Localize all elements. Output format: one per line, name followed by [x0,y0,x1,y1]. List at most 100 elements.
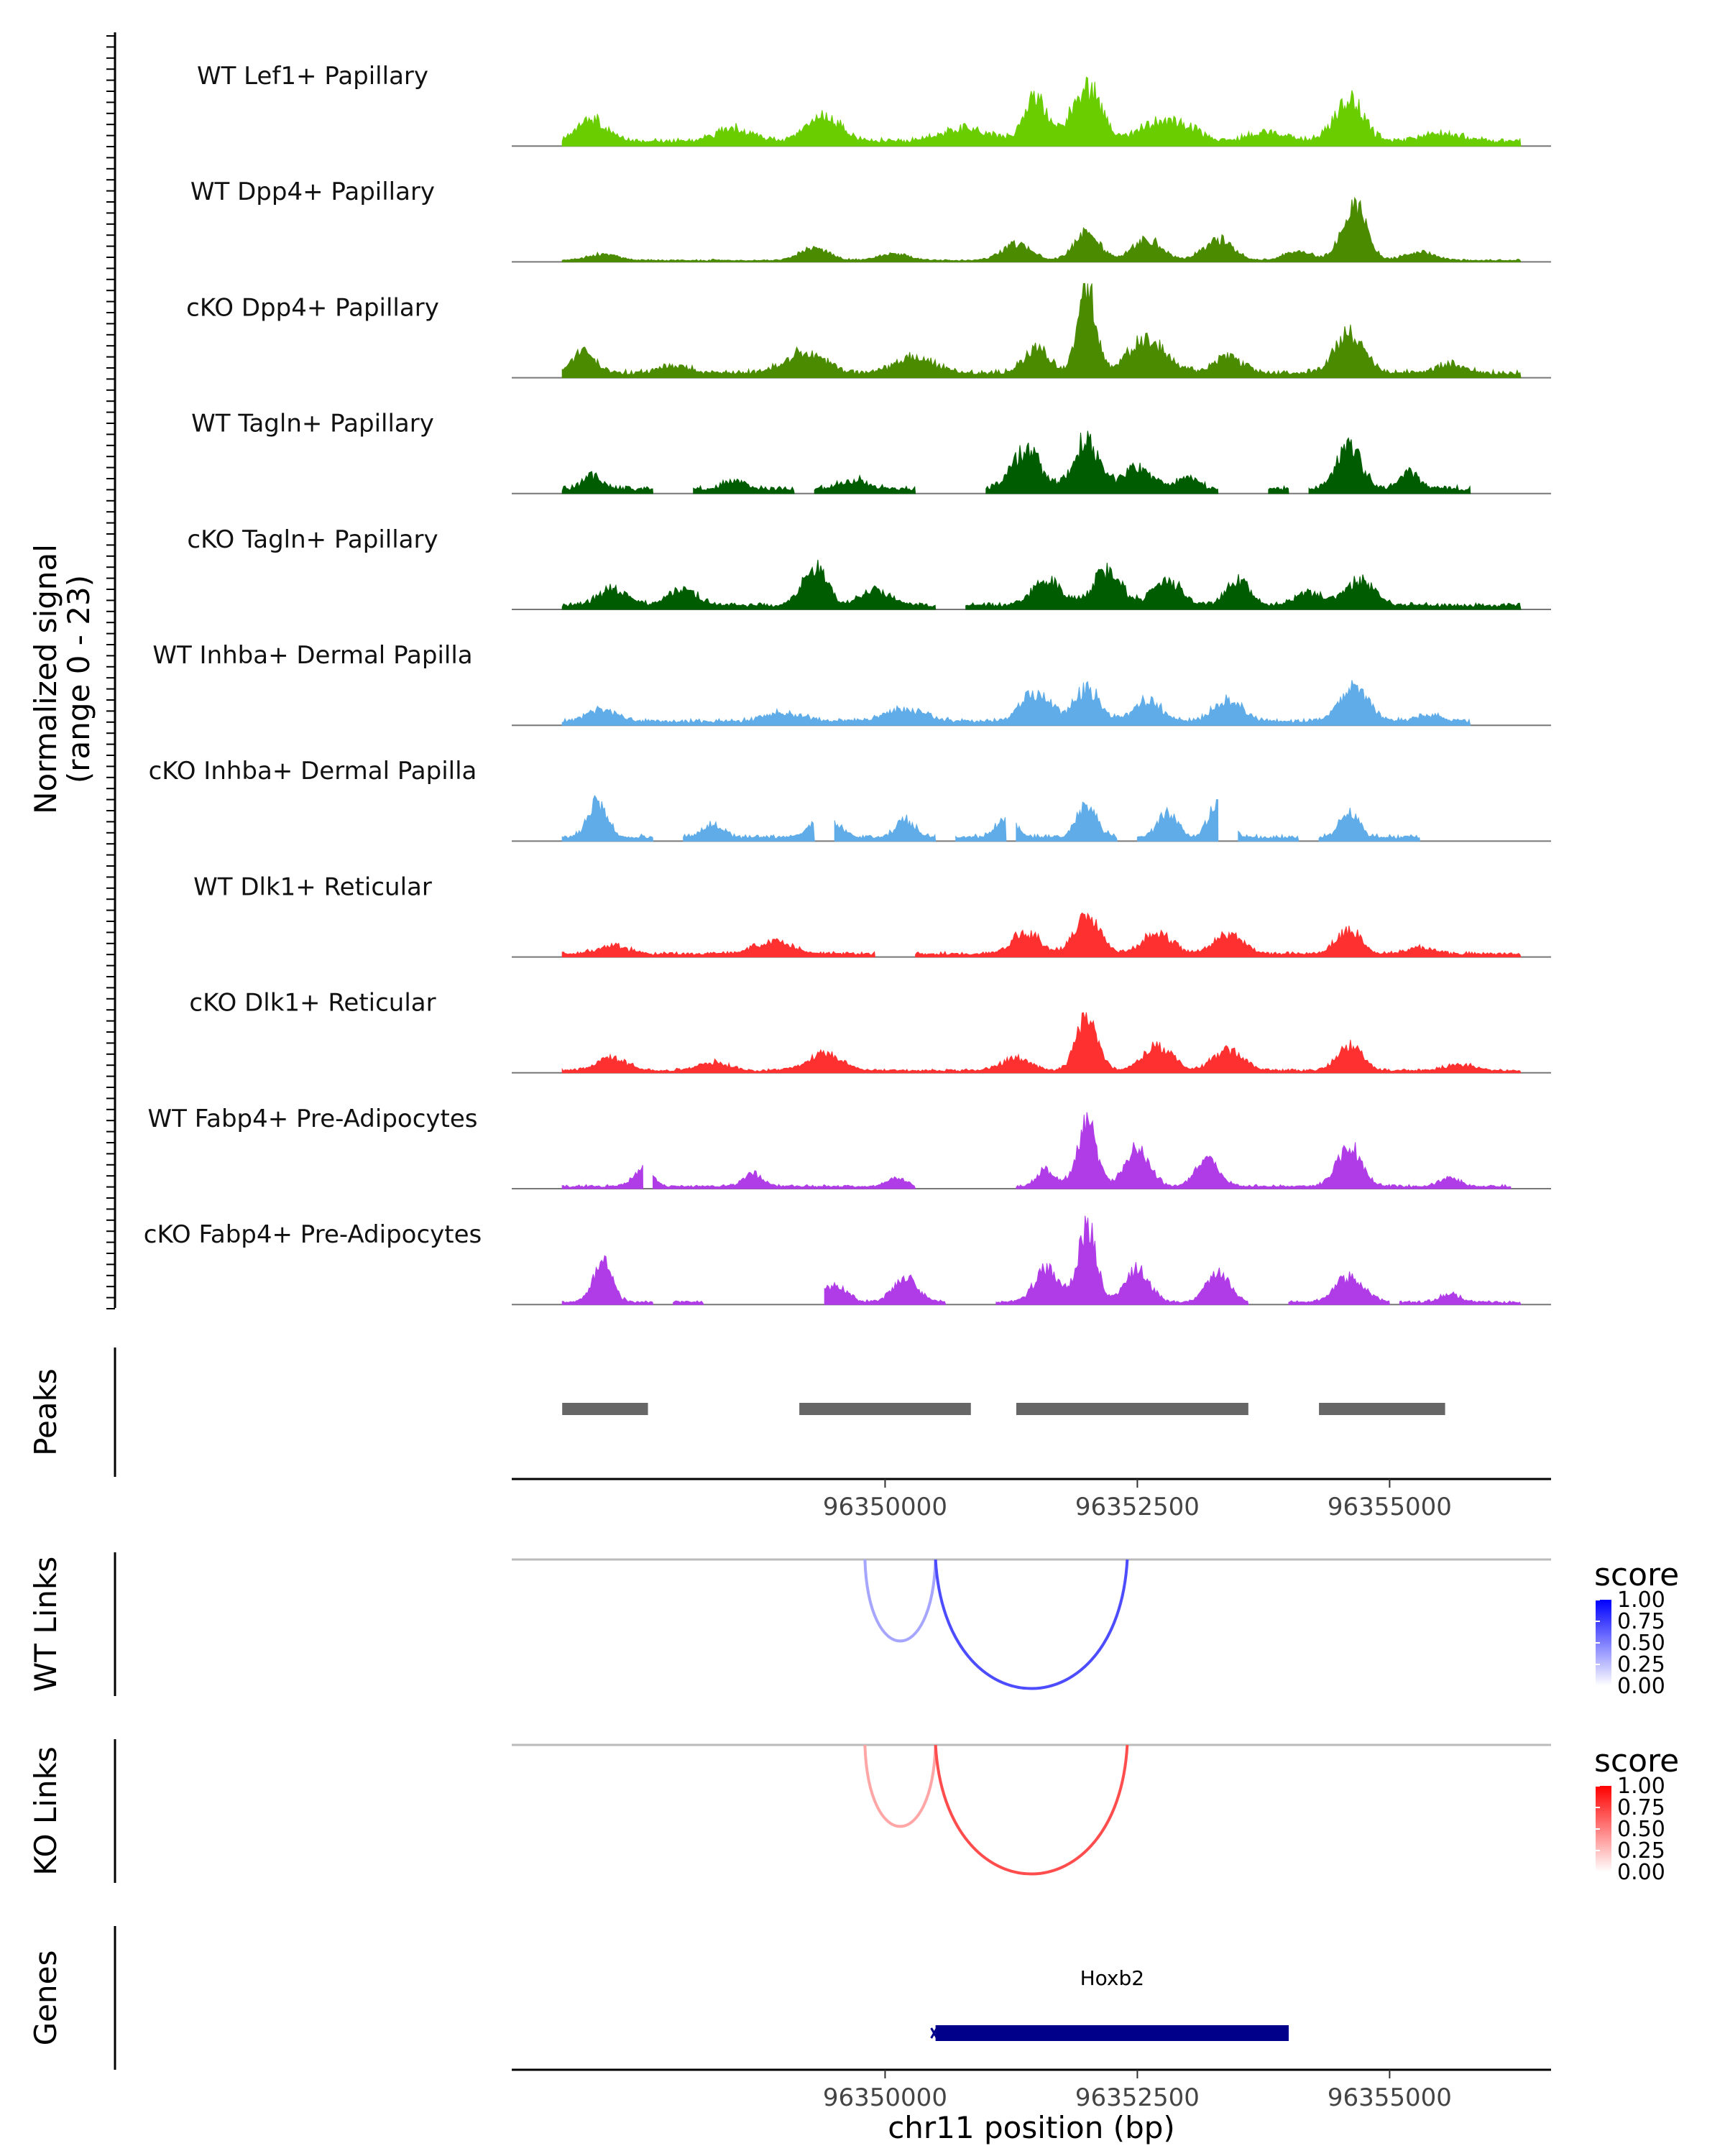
coverage-area [561,680,1471,726]
coverage-ylabel-line1: Normalized signal [28,544,63,814]
link-arc [934,1559,1129,1690]
peak-interval [562,1403,648,1415]
coverage-track: WT Dlk1+ Reticular [193,872,1551,958]
coverage-track: WT Inhba+ Dermal Papilla [152,641,1551,727]
gene-name-label: Hoxb2 [1080,1966,1144,1990]
x-tick-label: 96352500 [1075,2083,1200,2112]
legend-tick-label: 0.50 [1617,1631,1665,1656]
coverage-track-label: WT Dpp4+ Papillary [190,178,435,206]
coverage-area [561,196,1522,262]
coverage-area [965,563,1522,610]
coverage-track: cKO Fabp4+ Pre-Adipocytes [144,1215,1551,1306]
coverage-track-label: cKO Dlk1+ Reticular [189,989,436,1018]
coverage-tracks: WT Lef1+ Papillary WT Dpp4+ Papillary cKO … [144,62,1551,1306]
peaks-panel: Peaks 96350000 96352500 96355000 [28,1348,1551,1521]
coverage-area [561,282,1522,379]
coverage-area [1399,1291,1522,1305]
legend-tick-label: 0.75 [1617,1609,1665,1634]
coverage-area [834,814,937,842]
coverage-track: cKO Inhba+ Dermal Papilla [149,757,1551,842]
peak-interval [1016,1403,1248,1415]
coverage-area [1238,830,1300,842]
coverage-area [561,938,875,958]
legend-tick-label: 0.25 [1617,1838,1665,1864]
x-tick-label: 96350000 [823,2083,947,2112]
coverage-track: cKO Dpp4+ Papillary [186,282,1551,379]
legend-title: score [1594,1557,1679,1593]
peaks-track-label: Peaks [28,1368,63,1456]
coverage-y-ticks [106,35,115,1309]
coverage-area [673,1300,704,1305]
coverage-track: cKO Dlk1+ Reticular [189,989,1551,1074]
link-arc [934,1744,1129,1876]
legend-tick-label: 0.50 [1617,1817,1665,1842]
legend-tick-label: 1.00 [1617,1774,1665,1799]
coverage-area [1268,484,1289,494]
coverage-track-label: cKO Fabp4+ Pre-Adipocytes [144,1220,482,1249]
legend-tick-label: 0.25 [1617,1652,1665,1677]
coverage-track: WT Lef1+ Papillary [197,62,1551,147]
coverage-area [561,76,1522,147]
coverage-area [814,474,916,494]
x-axis-ticks-upper: 96350000 96352500 96355000 [823,1479,1452,1521]
coverage-area [1318,807,1421,842]
x-tick-label: 96355000 [1328,2083,1452,2112]
coverage-track-label: WT Dlk1+ Reticular [193,872,432,901]
gene-features: Hoxb2 [930,1966,1289,2041]
coverage-area [693,478,795,494]
coverage-track: cKO Tagln+ Papillary [187,525,1551,610]
coverage-area [561,795,654,842]
coverage-ylabel-line2: (range 0 - 23) [61,575,96,783]
link-arc [863,1744,937,1828]
coverage-track-label: cKO Dpp4+ Papillary [186,293,439,322]
x-axis-ticks-lower: 96350000 96352500 96355000 [823,2070,1452,2112]
legend-tick-label: 0.75 [1617,1795,1665,1820]
x-axis-title: chr11 position (bp) [888,2110,1175,2145]
coverage-track: WT Dpp4+ Papillary [190,178,1551,263]
coverage-track-label: WT Inhba+ Dermal Papilla [152,641,472,670]
legend-tick-label: 0.00 [1617,1860,1665,1885]
coverage-area [561,1255,654,1305]
gene-body [935,2025,1289,2041]
coverage-track-label: WT Tagln+ Papillary [191,410,434,438]
legend-title: score [1594,1743,1679,1779]
genes-track-label: Genes [28,1950,63,2046]
coverage-area [561,1012,1522,1074]
coverage-area [985,430,1219,494]
coverage-area [1308,437,1471,494]
coverage-panel: Normalized signal (range 0 - 23) WT Lef1… [28,32,1551,1309]
x-tick-label: 96355000 [1328,1493,1452,1521]
coverage-area [561,1165,644,1189]
wt-link-arcs [863,1559,1129,1690]
coverage-area [824,1274,947,1305]
legend-tick-label: 1.00 [1617,1588,1665,1613]
coverage-area [955,817,1007,842]
coverage-track: WT Fabp4+ Pre-Adipocytes [148,1105,1551,1189]
coverage-area [561,471,654,494]
peak-intervals [562,1403,1445,1415]
coverage-track-label: WT Lef1+ Papillary [197,62,428,91]
x-tick-label: 96352500 [1075,1493,1200,1521]
coverage-area [1136,798,1219,842]
ko-links-label: KO Links [28,1746,63,1876]
peak-interval [799,1403,971,1415]
coverage-area [915,912,1522,958]
coverage-area [1288,1271,1390,1305]
coverage-track-label: cKO Tagln+ Papillary [187,525,438,554]
coverage-area [1016,1112,1512,1189]
peak-interval [1319,1403,1445,1415]
gene-strand-marker [930,2027,938,2039]
coverage-area [1016,801,1118,842]
x-tick-label: 96350000 [823,1493,947,1521]
coverage-area [653,1170,916,1189]
coverage-area [561,559,937,610]
legend-tick-label: 0.00 [1617,1674,1665,1699]
wt-links-label: WT Links [28,1557,63,1692]
coverage-track: WT Tagln+ Papillary [191,410,1551,494]
link-arc [863,1559,937,1643]
